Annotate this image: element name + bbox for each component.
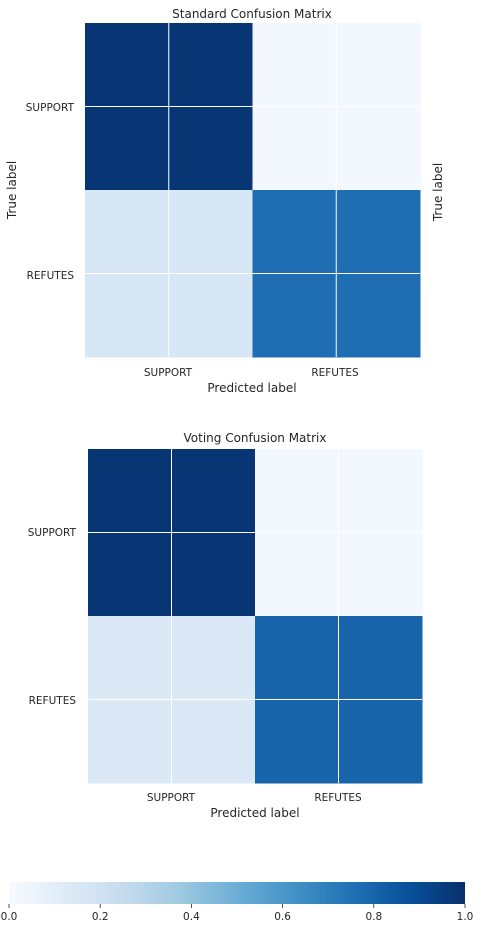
chart-2-ytick-refutes: REFUTES [29, 695, 77, 707]
standard-confusion-matrix: Standard Confusion Matrix SUPPORT REFUTE… [5, 7, 445, 395]
chart-2-xtick-refutes: REFUTES [314, 792, 362, 804]
chart-1-grid [85, 23, 420, 357]
chart-2-cells [88, 449, 423, 784]
colorbar-gradient [9, 882, 465, 904]
chart-2-title: Voting Confusion Matrix [184, 431, 327, 445]
chart-1-xlabel: Predicted label [207, 381, 296, 395]
chart-1-ylabel: True label [5, 161, 19, 220]
chart-1-ytick-refutes: REFUTES [27, 270, 75, 282]
chart-1-xtick-refutes: REFUTES [311, 367, 359, 379]
colorbar-tick-label: 0.8 [365, 911, 382, 923]
colorbar: 0.0 0.2 0.4 0.6 0.8 1.0 [1, 882, 474, 923]
colorbar-ticks: 0.0 0.2 0.4 0.6 0.8 1.0 [1, 904, 474, 923]
chart-1-cells [85, 23, 421, 358]
chart-2-grid [88, 449, 422, 783]
chart-2-xtick-support: SUPPORT [147, 792, 196, 804]
colorbar-tick-label: 0.2 [92, 911, 109, 923]
colorbar-tick-label: 0.4 [183, 911, 200, 923]
chart-1-xtick-support: SUPPORT [144, 367, 193, 379]
colorbar-tick-label: 1.0 [457, 911, 474, 923]
chart-2-xlabel: Predicted label [210, 806, 299, 820]
chart-1-ylabel-right: True label [431, 163, 445, 222]
chart-1-title: Standard Confusion Matrix [172, 7, 332, 21]
colorbar-tick-label: 0.0 [1, 911, 18, 923]
voting-confusion-matrix: Voting Confusion Matrix SUPPORT REFUTES … [28, 431, 423, 820]
chart-2-ytick-support: SUPPORT [28, 527, 77, 539]
colorbar-tick-label: 0.6 [274, 911, 291, 923]
chart-1-ytick-support: SUPPORT [26, 102, 75, 114]
